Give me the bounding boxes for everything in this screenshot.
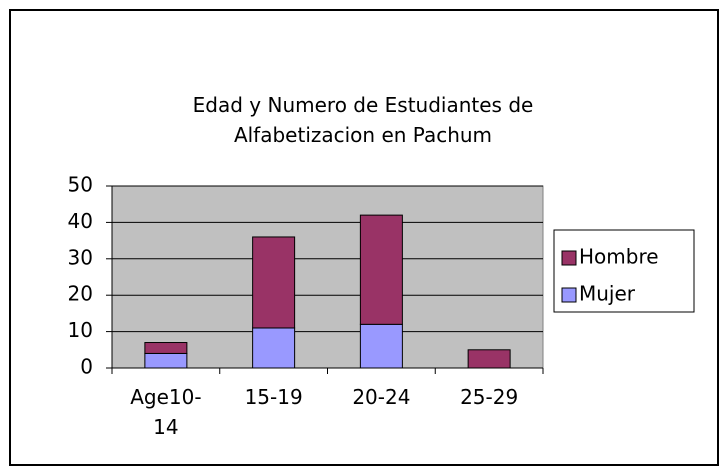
- legend-label: Hombre: [579, 245, 659, 269]
- bar-segment: [144, 342, 188, 354]
- legend-swatch: [561, 250, 577, 266]
- bar-segment: [252, 327, 296, 369]
- legend-box: [553, 229, 695, 313]
- legend-label: Mujer: [579, 282, 636, 306]
- x-tick-label: 25-29: [460, 385, 519, 409]
- chart-title: Edad y Numero de Estudiantes de Alfabeti…: [192, 93, 534, 147]
- y-tick-label: 10: [68, 318, 93, 342]
- y-tick-label: 30: [68, 245, 93, 269]
- bar-segment: [359, 214, 403, 325]
- x-tick-label: 15-19: [244, 385, 303, 409]
- x-tick-label: 20-24: [352, 385, 411, 409]
- legend-swatch: [561, 287, 577, 303]
- bar-segment: [467, 349, 511, 369]
- y-tick-label: 20: [68, 282, 93, 306]
- y-tick-label: 0: [80, 355, 93, 379]
- plot-area: [111, 185, 544, 369]
- bar-segment: [144, 352, 188, 369]
- bar-segment: [252, 236, 296, 329]
- y-tick-label: 50: [68, 173, 93, 197]
- bar-segment: [359, 323, 403, 369]
- x-tick-label: Age10-14: [130, 385, 202, 439]
- y-tick-label: 40: [68, 209, 93, 233]
